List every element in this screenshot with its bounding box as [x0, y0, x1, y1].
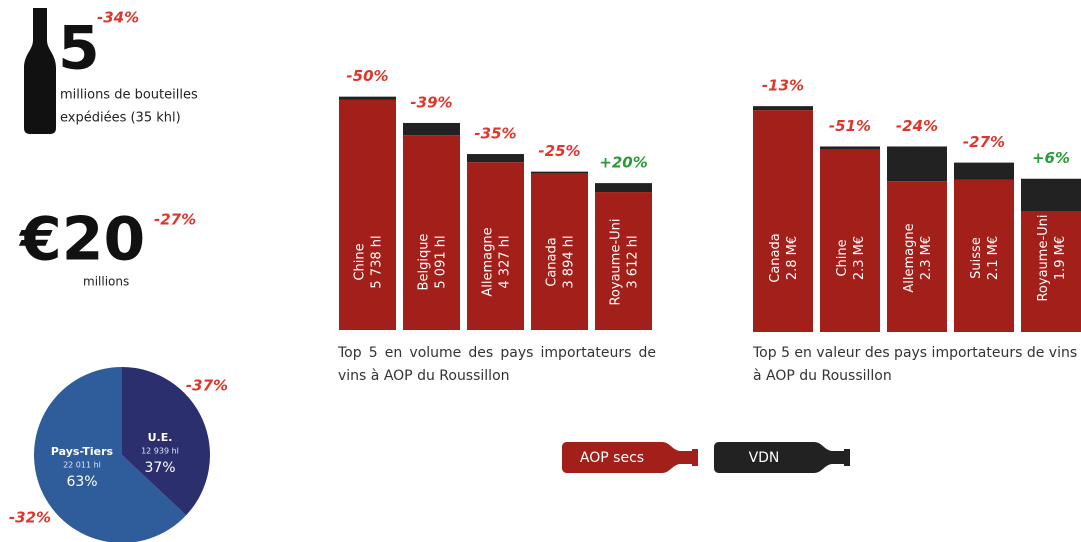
bar-segment: VDN: [753, 106, 813, 111]
category-name: Royaume-Uni: [1036, 214, 1051, 301]
category-name: Belgique: [416, 234, 431, 291]
bottles-value: 5: [58, 14, 100, 84]
bar-label: Canada 2.8 M€: [768, 233, 800, 282]
bar-label: Royaume-Uni 3 612 hl: [608, 218, 640, 305]
bar-label: Belgique 5 091 hl: [416, 234, 448, 291]
total-label: 4 327 hl: [497, 235, 512, 288]
change-label: -24%: [896, 117, 938, 135]
category-name: Allemagne: [902, 223, 917, 292]
bar-segment: AOP secs: [1021, 211, 1081, 332]
bar-label: Royaume-Uni 1.9 M€: [1036, 214, 1068, 301]
slice-percent: 37%: [144, 460, 175, 476]
bar-label: Chine 5 738 hl: [352, 235, 384, 288]
bar-segment: VDN: [954, 162, 1014, 180]
bar-segment: VDN: [531, 171, 588, 174]
bar-label: Allemagne 4 327 hl: [480, 227, 512, 296]
slice-percent: 63%: [66, 474, 97, 490]
legend-bottle: [562, 442, 698, 473]
caption: Top 5 en valeur des pays importateurs de…: [753, 345, 1078, 384]
slice-name: Pays-Tiers: [51, 445, 114, 458]
bar-segment: AOP secs: [753, 110, 813, 333]
slice-name: U.E.: [148, 431, 173, 444]
change-label: +6%: [1032, 149, 1070, 167]
bar-segment: VDN: [887, 146, 947, 182]
caption: Top 5 en volume des pays importateurs de…: [338, 345, 656, 384]
change-label: -51%: [829, 117, 871, 135]
slice-volume: 22 011 hl: [63, 461, 101, 470]
bar-segment: VDN: [1021, 178, 1081, 211]
category-name: Suisse: [969, 237, 984, 279]
bar-segment: AOP secs: [887, 181, 947, 332]
bar-segment: AOP secs: [403, 135, 460, 330]
change-label: -50%: [346, 67, 388, 85]
slice-change: -37%: [186, 377, 228, 395]
change-label: +20%: [599, 154, 647, 172]
bar-label: Suisse 2.1 M€: [969, 236, 1001, 280]
bar-label: Canada 3 894 hl: [544, 235, 576, 288]
total-label: 5 738 hl: [369, 235, 384, 288]
bar-segment: AOP secs: [595, 192, 652, 330]
bar-label: Allemagne 2.3 M€: [902, 223, 934, 292]
legend-label: VDN: [749, 450, 780, 466]
change-label: -35%: [474, 125, 516, 143]
revenue-unit: millions: [83, 275, 129, 289]
bottles-text: expédiées (35 khl): [60, 111, 181, 126]
bar-segment: VDN: [467, 154, 524, 163]
bar-segment: AOP secs: [531, 173, 588, 330]
slice-change: -32%: [9, 509, 51, 527]
bar-segment: AOP secs: [339, 99, 396, 331]
bar-label: Chine 2.3 M€: [835, 236, 867, 280]
category-name: Canada: [768, 233, 783, 282]
category-name: Allemagne: [480, 227, 495, 296]
revenue-value: €20: [18, 205, 145, 275]
bar-segment: AOP secs: [820, 149, 880, 332]
bar-segment: VDN: [595, 183, 652, 193]
legend-bottle: [714, 442, 850, 473]
bar-segment: VDN: [403, 122, 460, 136]
bottles-change: -34%: [97, 9, 139, 27]
change-label: -13%: [762, 77, 804, 95]
revenue-change: -27%: [154, 211, 196, 229]
bottles-text: millions de bouteilles: [60, 88, 198, 103]
pie-slice: [34, 367, 187, 542]
change-label: -39%: [410, 93, 452, 111]
total-label: 2.1 M€: [986, 236, 1001, 280]
bar-segment: AOP secs: [954, 179, 1014, 332]
bar-segment: VDN: [820, 146, 880, 150]
total-label: 3 612 hl: [625, 235, 640, 288]
bar-segment: VDN: [339, 96, 396, 100]
total-label: 1.9 M€: [1053, 236, 1068, 280]
legend-label: AOP secs: [580, 450, 644, 466]
category-name: Chine: [352, 243, 367, 280]
category-name: Canada: [544, 237, 559, 286]
change-label: -27%: [963, 133, 1005, 151]
total-label: 2.3 M€: [919, 236, 934, 280]
total-label: 2.8 M€: [785, 236, 800, 280]
category-name: Chine: [835, 239, 850, 276]
category-name: Royaume-Uni: [608, 218, 623, 305]
total-label: 3 894 hl: [561, 235, 576, 288]
total-label: 2.3 M€: [852, 236, 867, 280]
bar-segment: AOP secs: [467, 162, 524, 330]
change-label: -25%: [538, 142, 580, 160]
total-label: 5 091 hl: [433, 235, 448, 288]
pie-slice: [122, 367, 211, 516]
bottle-icon: [24, 8, 56, 134]
slice-volume: 12 939 hl: [141, 447, 179, 456]
